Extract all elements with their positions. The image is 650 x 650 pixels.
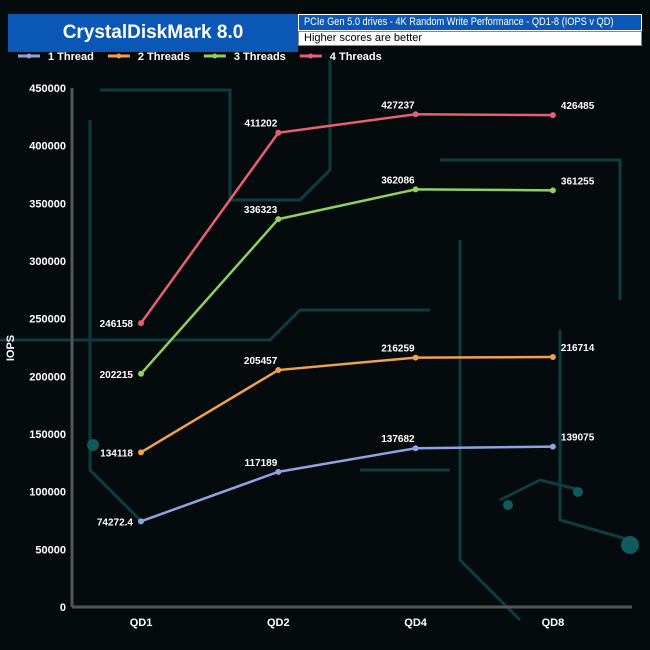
x-tick-label: QD1 <box>130 617 153 629</box>
legend-label[interactable]: 4 Threads <box>330 51 382 63</box>
data-point <box>275 216 282 223</box>
data-label: 216259 <box>381 344 415 355</box>
y-tick-label: 200000 <box>29 371 66 383</box>
data-point <box>275 367 282 374</box>
x-tick-label: QD2 <box>267 617 290 629</box>
data-label: 74272.4 <box>97 517 134 528</box>
data-label: 137682 <box>381 434 415 445</box>
legend-label[interactable]: 2 Threads <box>138 51 190 63</box>
y-axis-label: IOPS <box>5 335 17 361</box>
legend-label[interactable]: 1 Thread <box>48 51 94 63</box>
y-tick-label: 0 <box>60 602 66 614</box>
data-point <box>549 187 556 194</box>
data-label: 134118 <box>100 448 133 459</box>
data-label: 362086 <box>381 175 415 186</box>
legend-marker <box>212 53 218 59</box>
data-point <box>412 354 419 361</box>
legend-marker <box>26 53 32 59</box>
chart-title: CrystalDiskMark 8.0 <box>8 14 298 52</box>
data-point <box>412 445 419 452</box>
data-label: 205457 <box>244 356 278 367</box>
y-tick-label: 450000 <box>29 83 66 95</box>
y-tick-label: 150000 <box>29 429 66 441</box>
data-point <box>549 112 556 119</box>
data-label: 216714 <box>561 343 595 354</box>
data-point <box>138 518 144 525</box>
data-point <box>275 129 282 136</box>
data-label: 411202 <box>244 119 277 130</box>
legend-marker <box>308 53 314 59</box>
data-point <box>412 186 419 193</box>
data-label: 202215 <box>100 370 134 381</box>
legend-marker <box>116 53 122 59</box>
data-point <box>138 449 144 456</box>
data-point <box>138 370 144 377</box>
data-label: 427237 <box>381 100 415 111</box>
x-tick-label: QD8 <box>542 617 565 629</box>
data-point <box>138 320 144 327</box>
series-line <box>140 188 553 375</box>
data-point <box>549 354 556 361</box>
data-label: 117189 <box>244 458 277 469</box>
chart-subtitle-box: PCIe Gen 5.0 drives - 4K Random Write Pe… <box>298 14 642 31</box>
data-label: 361255 <box>561 176 595 187</box>
data-label: 246158 <box>100 319 134 330</box>
data-point <box>549 443 556 450</box>
chart-subtitle: PCIe Gen 5.0 drives - 4K Random Write Pe… <box>304 16 614 28</box>
series-line <box>140 445 553 523</box>
x-tick-label: QD4 <box>404 617 428 629</box>
data-label: 139075 <box>561 433 595 444</box>
y-tick-label: 400000 <box>29 141 66 153</box>
chart-note: Higher scores are better <box>298 31 642 46</box>
series-line <box>139 113 553 324</box>
data-point <box>275 468 282 475</box>
y-tick-label: 100000 <box>29 487 66 499</box>
y-tick-label: 250000 <box>29 314 66 326</box>
series-line <box>140 355 553 454</box>
data-point <box>412 111 419 118</box>
y-tick-label: 300000 <box>29 256 66 268</box>
y-tick-label: 350000 <box>29 198 66 210</box>
y-tick-label: 50000 <box>35 544 66 556</box>
data-label: 336323 <box>244 205 278 216</box>
data-label: 426485 <box>561 101 595 112</box>
legend-label[interactable]: 3 Threads <box>234 51 286 63</box>
